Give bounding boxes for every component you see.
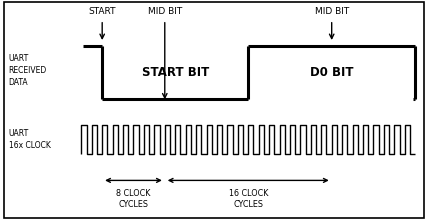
- Text: MID BIT: MID BIT: [315, 7, 349, 16]
- Text: 8 CLOCK
CYCLES: 8 CLOCK CYCLES: [116, 189, 151, 209]
- Text: UART
RECEIVED
DATA: UART RECEIVED DATA: [9, 54, 47, 87]
- FancyBboxPatch shape: [4, 2, 424, 218]
- Text: 16 CLOCK
CYCLES: 16 CLOCK CYCLES: [229, 189, 268, 209]
- Text: UART
16x CLOCK: UART 16x CLOCK: [9, 129, 51, 150]
- Text: START: START: [89, 7, 116, 16]
- Text: START BIT: START BIT: [142, 66, 209, 79]
- Text: MID BIT: MID BIT: [148, 7, 182, 16]
- Text: D0 BIT: D0 BIT: [310, 66, 354, 79]
